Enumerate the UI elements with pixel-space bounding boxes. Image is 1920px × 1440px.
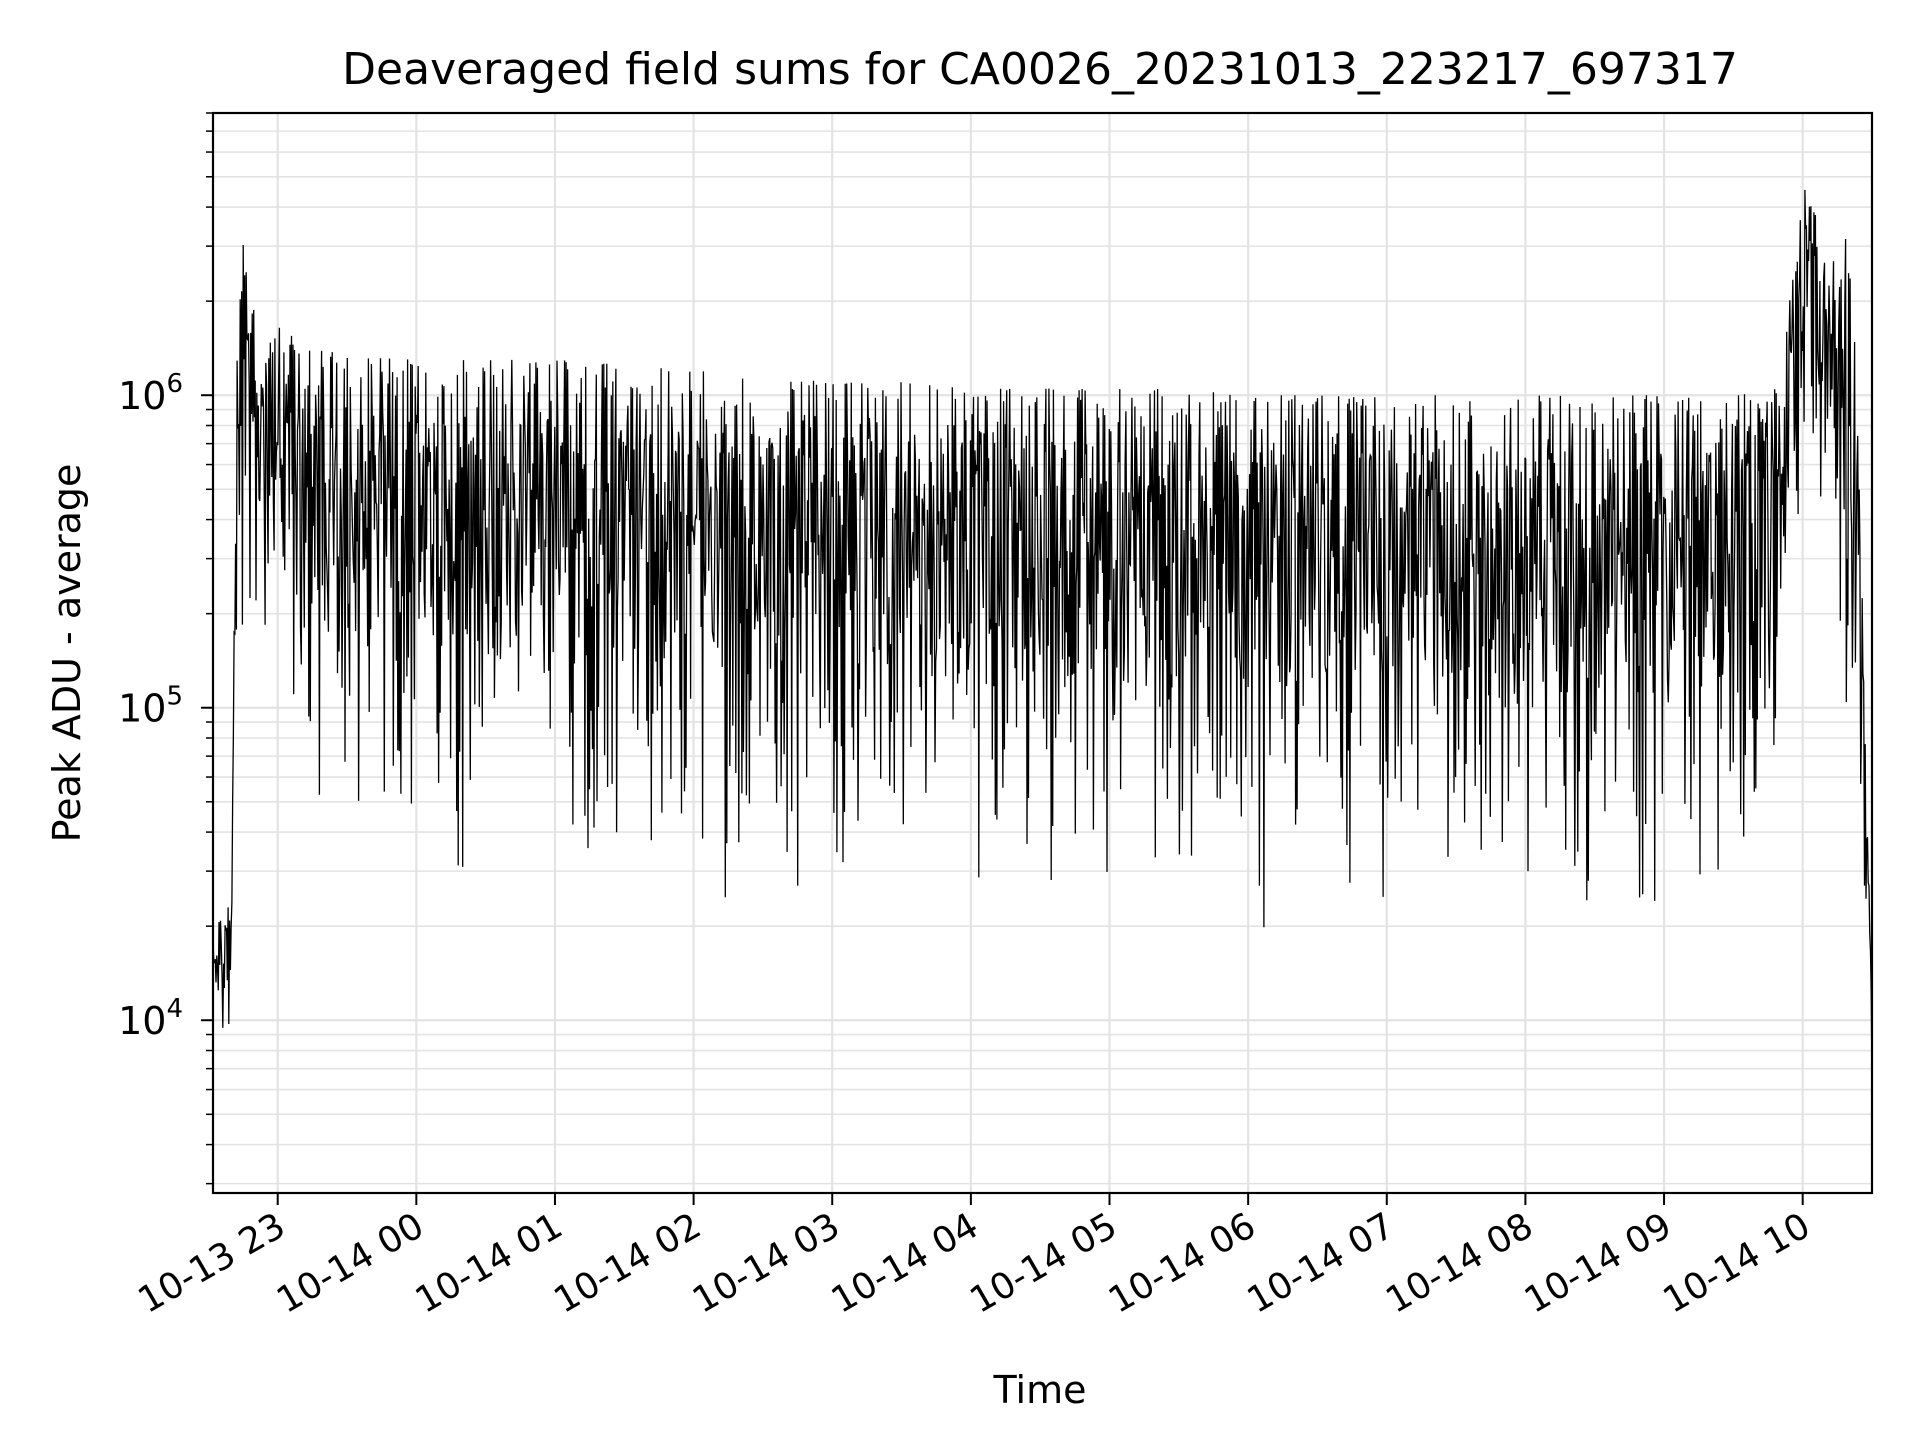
y-tick-label-base: 10 — [118, 374, 166, 418]
y-tick-label: 105 — [118, 682, 183, 731]
y-tick-label-exponent: 5 — [166, 682, 183, 712]
x-axis-label: Time — [993, 1368, 1087, 1412]
y-tick-label-exponent: 4 — [166, 994, 183, 1024]
y-tick-label-base: 10 — [118, 687, 166, 731]
y-tick-label: 104 — [118, 994, 183, 1043]
series-line — [212, 189, 1873, 1081]
y-tick-label: 106 — [118, 369, 183, 418]
y-axis-label: Peak ADU - average — [45, 464, 89, 843]
y-tick-label-base: 10 — [118, 999, 166, 1043]
y-tick-label-exponent: 6 — [166, 369, 183, 399]
plot-frame — [211, 111, 1874, 1195]
chart-title: Deaveraged field sums for CA0026_2023101… — [342, 44, 1738, 95]
series-layer — [212, 189, 1873, 1081]
